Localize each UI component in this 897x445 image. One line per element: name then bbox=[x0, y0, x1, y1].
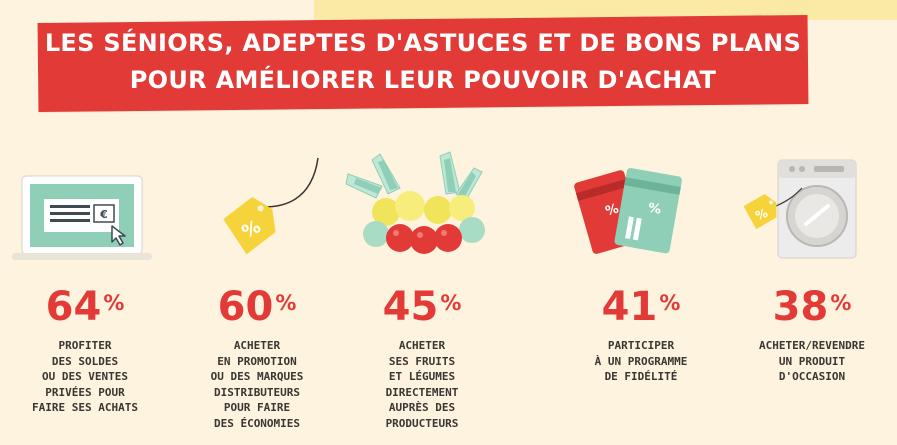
stat-percentage: 60% bbox=[217, 284, 297, 330]
svg-text:%: % bbox=[753, 206, 769, 223]
stat-promotion: 60% ACHETER EN PROMOTION OU DES MARQUES … bbox=[172, 282, 342, 431]
stat-description: ACHETER/REVENDRE UN PRODUIT D'OCCASION bbox=[759, 339, 865, 383]
stat-percentage: 41% bbox=[601, 284, 681, 330]
svg-text:%: % bbox=[604, 201, 621, 219]
stat-soldes: 64% PROFITER DES SOLDES OU DES VENTES PR… bbox=[0, 282, 170, 416]
stat-description: PARTICIPER À UN PROGRAMME DE FIDÉLITÉ bbox=[594, 339, 688, 383]
title-line-2: POUR AMÉLIORER LEUR POUVOIR D'ACHAT bbox=[129, 66, 717, 94]
price-tag-icon: % bbox=[223, 157, 319, 254]
stat-fidelite: 41% PARTICIPER À UN PROGRAMME DE FIDÉLIT… bbox=[556, 282, 726, 385]
stat-percentage: 38% bbox=[772, 284, 852, 330]
stat-occasion: 38% ACHETER/REVENDRE UN PRODUIT D'OCCASI… bbox=[727, 282, 897, 385]
stat-description: ACHETER EN PROMOTION OU DES MARQUES DIST… bbox=[210, 339, 304, 430]
fruits-vegetables-icon bbox=[345, 151, 485, 254]
washing-machine-icon: % bbox=[743, 159, 857, 259]
svg-text:€: € bbox=[99, 208, 108, 221]
stat-percentage: 45% bbox=[382, 284, 462, 330]
title-line-1: LES SÉNIORS, ADEPTES D'ASTUCES ET DE BON… bbox=[44, 29, 802, 57]
page-title: LES SÉNIORS, ADEPTES D'ASTUCES ET DE BON… bbox=[38, 25, 808, 99]
laptop-icon: € bbox=[12, 175, 152, 260]
svg-text:%: % bbox=[647, 201, 662, 218]
loyalty-cards-icon: % % bbox=[574, 168, 682, 254]
stat-description: ACHETER SES FRUITS ET LÉGUMES DIRECTEMEN… bbox=[385, 339, 459, 430]
stat-percentage: 64% bbox=[45, 284, 125, 330]
stat-producteurs: 45% ACHETER SES FRUITS ET LÉGUMES DIRECT… bbox=[337, 282, 507, 431]
stat-description: PROFITER DES SOLDES OU DES VENTES PRIVÉE… bbox=[32, 339, 138, 414]
